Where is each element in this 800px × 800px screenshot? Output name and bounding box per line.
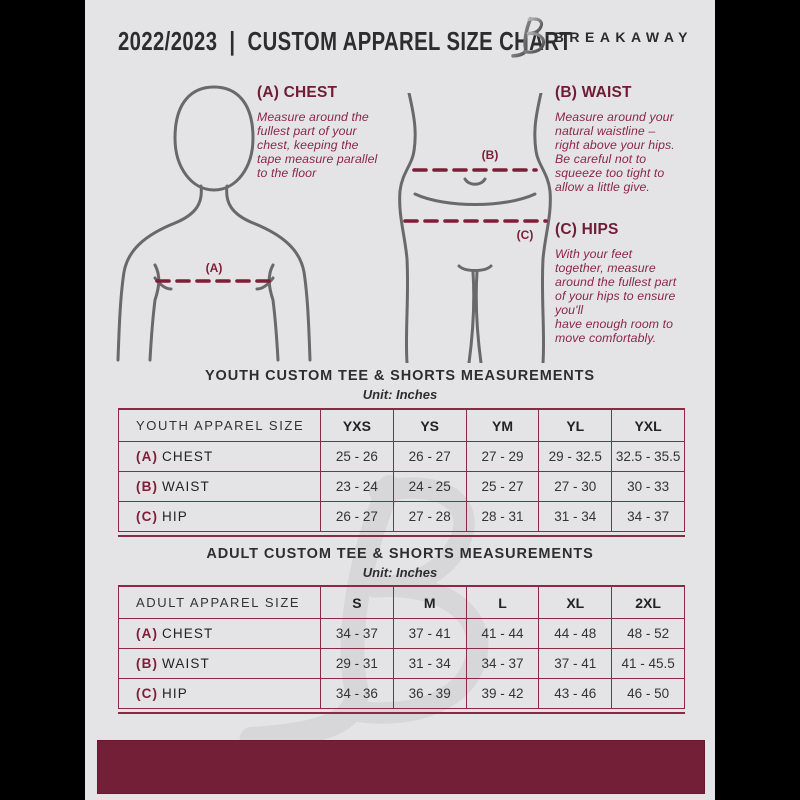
measure-value-cell: 34 - 37 (611, 501, 685, 532)
size-column-header: 2XL (611, 585, 685, 619)
waist-guide: (B) WAIST Measure around your natural wa… (555, 84, 705, 194)
measure-value-cell: 36 - 39 (392, 678, 467, 709)
adult-table-unit: Unit: Inches (362, 565, 438, 580)
measure-value-cell: 29 - 32.5 (538, 441, 613, 472)
measure-label-cell: (B) WAIST (118, 648, 321, 679)
table-row: (C) HIP 26 - 27 27 - 28 28 - 31 31 - 34 34 - 3… (118, 501, 685, 532)
table-row: (C) HIP 34 - 36 36 - 39 39 - 42 43 - 46 46 - 5… (118, 678, 685, 709)
table-row: (B) WAIST 29 - 31 31 - 34 34 - 37 37 - 41 41 -… (118, 648, 685, 679)
measure-value-cell: 23 - 24 (320, 471, 394, 502)
chest-line-label: (A) (206, 261, 223, 275)
measure-value-cell: 37 - 41 (538, 648, 613, 679)
measure-label-cell: (C) HIP (118, 678, 321, 709)
measure-value-cell: 34 - 37 (320, 618, 394, 649)
size-column-header: L (465, 585, 540, 619)
hips-line-label: (C) (517, 228, 534, 242)
table-row: (A) CHEST 34 - 37 37 - 41 41 - 44 44 - 48 48 -… (118, 618, 685, 649)
table-row: (A) CHEST 25 - 26 26 - 27 27 - 29 29 - 32.5 32… (118, 441, 685, 472)
measure-value-cell: 25 - 27 (465, 471, 540, 502)
measure-label-cell: (A) CHEST (118, 441, 321, 472)
hips-guide-text: With your feet together, measure around … (555, 247, 677, 346)
chest-guide: (A) CHEST Measure around the fullest par… (257, 84, 407, 180)
chest-figure: (A) (116, 85, 312, 362)
size-table-row-header: ADULT APPAREL SIZE (118, 585, 321, 619)
measure-prefix: (A) (136, 626, 159, 641)
measure-value-cell: 27 - 28 (392, 501, 467, 532)
measure-value-cell: 29 - 31 (320, 648, 394, 679)
breakaway-logo-icon (511, 17, 545, 58)
measure-value-cell: 43 - 46 (538, 678, 613, 709)
measure-value-cell: 34 - 36 (320, 678, 394, 709)
measure-value-cell: 41 - 44 (465, 618, 540, 649)
size-column-header: S (320, 585, 394, 619)
measure-value-cell: 39 - 42 (465, 678, 540, 709)
measure-label-cell: (C) HIP (118, 501, 321, 532)
brand-name: BREAKAWAY (553, 29, 693, 45)
measure-value-cell: 31 - 34 (538, 501, 613, 532)
size-chart-page: 2022/2023 | CUSTOM APPAREL SIZE CHART BR… (85, 0, 715, 800)
measure-prefix: (B) (136, 479, 159, 494)
youth-size-table-wrap: YOUTH APPAREL SIZE YXS YS YM YL YXL (A) CHEST 25… (118, 408, 685, 537)
measure-value-cell: 34 - 37 (465, 648, 540, 679)
size-column-header: YXL (611, 408, 685, 442)
measure-prefix: (C) (136, 686, 159, 701)
size-column-header: YXS (320, 408, 394, 442)
waist-guide-text: Measure around your natural waistline – … (555, 110, 675, 195)
adult-table-title: ADULT CUSTOM TEE & SHORTS MEASUREMENTS (206, 546, 594, 562)
size-column-header: YS (392, 408, 467, 442)
measure-value-cell: 25 - 26 (320, 441, 394, 472)
size-table-row-header: YOUTH APPAREL SIZE (118, 408, 321, 442)
size-column-header: YL (538, 408, 613, 442)
measure-value-cell: 28 - 31 (465, 501, 540, 532)
measurement-guide: (A) (B) (C) (A) CHEST Measure around the… (85, 0, 715, 370)
measure-value-cell: 26 - 27 (320, 501, 394, 532)
measure-prefix: (B) (136, 656, 159, 671)
measure-prefix: (C) (136, 509, 159, 524)
measure-value-cell: 32.5 - 35.5 (611, 441, 685, 472)
waist-hips-figure: (B) (C) (398, 93, 552, 363)
size-column-header: M (392, 585, 467, 619)
page-title: 2022/2023 | CUSTOM APPAREL SIZE CHART (118, 26, 573, 56)
measure-value-cell: 37 - 41 (392, 618, 467, 649)
adult-size-table-wrap: ADULT APPAREL SIZE S M L XL 2XL (A) CHEST 34 - 3… (118, 585, 685, 714)
size-column-header: XL (538, 585, 613, 619)
size-column-header: YM (465, 408, 540, 442)
youth-table-title: YOUTH CUSTOM TEE & SHORTS MEASUREMENTS (204, 368, 595, 384)
chest-guide-heading: (A) CHEST (257, 84, 338, 101)
waist-guide-heading: (B) WAIST (555, 84, 632, 101)
measure-label-cell: (B) WAIST (118, 471, 321, 502)
waist-line-label: (B) (482, 148, 499, 162)
measure-value-cell: 41 - 45.5 (611, 648, 685, 679)
adult-size-table: ADULT APPAREL SIZE S M L XL 2XL (A) CHEST 34 - 3… (118, 585, 685, 709)
measure-value-cell: 26 - 27 (392, 441, 467, 472)
measure-value-cell: 30 - 33 (611, 471, 685, 502)
table-row: (B) WAIST 23 - 24 24 - 25 25 - 27 27 - 30 30 -… (118, 471, 685, 502)
chest-guide-text: Measure around the fullest part of your … (257, 110, 378, 181)
measure-value-cell: 27 - 29 (465, 441, 540, 472)
measure-prefix: (A) (136, 449, 159, 464)
brand: BREAKAWAY (506, 16, 693, 58)
measure-value-cell: 48 - 52 (611, 618, 685, 649)
measure-value-cell: 46 - 50 (611, 678, 685, 709)
hips-guide-heading: (C) HIPS (555, 221, 619, 238)
measure-value-cell: 44 - 48 (538, 618, 613, 649)
measure-value-cell: 24 - 25 (392, 471, 467, 502)
hips-guide: (C) HIPS With your feet together, measur… (555, 221, 710, 345)
measure-label-cell: (A) CHEST (118, 618, 321, 649)
youth-size-table: YOUTH APPAREL SIZE YXS YS YM YL YXL (A) CHEST 25… (118, 408, 685, 532)
measure-value-cell: 31 - 34 (392, 648, 467, 679)
measure-value-cell: 27 - 30 (538, 471, 613, 502)
footer-accent-bar (97, 740, 705, 794)
youth-table-unit: Unit: Inches (362, 387, 438, 402)
